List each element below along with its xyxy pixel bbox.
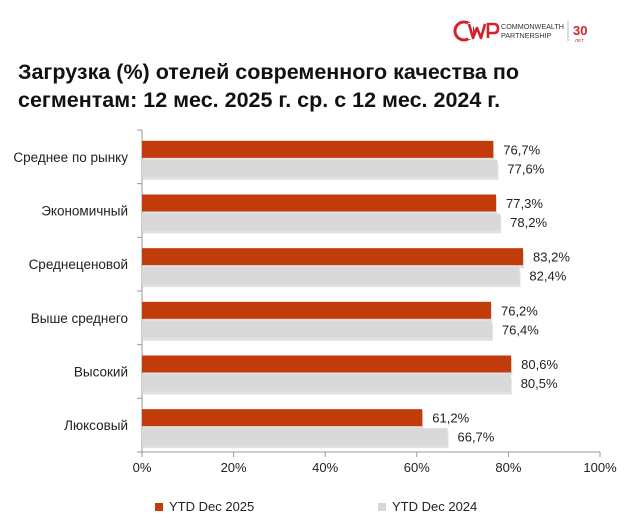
bar-shadow [143, 358, 513, 376]
bar-shadow [143, 162, 499, 180]
category-label: Люксовый [64, 418, 128, 433]
data-label: 76,7% [503, 142, 540, 157]
category-label: Выше среднего [31, 311, 128, 326]
bar-2024 [142, 213, 501, 231]
bar-shadow [143, 251, 525, 269]
x-tick-label: 20% [221, 460, 247, 475]
x-tick-label: 100% [583, 460, 617, 475]
data-label: 66,7% [457, 430, 494, 445]
chart-grid [137, 129, 601, 457]
legend-swatch-2025 [155, 502, 163, 511]
bar-2024 [142, 374, 511, 392]
brand-years: 30 [573, 23, 587, 38]
bar-shadow [143, 323, 493, 341]
x-tick-label: 0% [133, 460, 152, 475]
bar-2025 [142, 194, 497, 212]
chart-labels: 0% 20% 40% 60% 80% 100% Среднее по рынку 76,7% 7… [13, 142, 617, 475]
x-tick-label: 40% [312, 460, 338, 475]
bar-2024 [142, 428, 448, 446]
x-tick-label: 80% [495, 460, 521, 475]
bar-2025 [142, 140, 494, 158]
bar-shadow [143, 412, 424, 430]
bar-2025 [142, 355, 512, 373]
data-label: 77,6% [507, 161, 544, 176]
bar-shadow [143, 216, 502, 234]
data-label: 80,6% [521, 357, 558, 372]
brand-bottom: PARTNERSHIP [501, 31, 552, 40]
x-tick-label: 60% [404, 460, 430, 475]
category-label: Среднее по рынку [13, 150, 128, 165]
cwp-logo: COMMONWEALTH PARTNERSHIP 30 ЛЕТ [453, 20, 587, 43]
legend-item-2025: YTD Dec 2025 [155, 499, 254, 514]
bar-2024 [142, 320, 492, 338]
bar-shadow [143, 431, 449, 449]
brand-years-sub: ЛЕТ [575, 38, 584, 43]
cwp-logo-mark [453, 20, 500, 42]
bar-shadow [143, 143, 495, 161]
data-label: 76,4% [502, 322, 539, 337]
data-label: 78,2% [510, 215, 547, 230]
chart-title-line-1: Загрузка (%) отелей современного качеств… [18, 60, 519, 84]
chart-title: Загрузка (%) отелей современного качеств… [18, 58, 578, 114]
legend-swatch-2024 [378, 502, 386, 511]
bar-2024 [142, 159, 498, 177]
legend-label-2025: YTD Dec 2025 [169, 499, 255, 514]
category-label: Высокий [74, 365, 128, 380]
data-label: 83,2% [533, 250, 570, 265]
data-label: 82,4% [529, 269, 566, 284]
brand-top: COMMONWEALTH [501, 22, 564, 31]
bar-2024 [142, 267, 520, 285]
data-label: 80,5% [521, 376, 558, 391]
legend-label-2024: YTD Dec 2024 [392, 499, 478, 514]
chart-title-line-2: сегментам: 12 мес. 2025 г. ср. с 12 мес.… [18, 88, 501, 112]
bar-shadow [143, 304, 492, 322]
legend-item-2024: YTD Dec 2024 [378, 499, 477, 514]
bar-2025 [142, 248, 524, 266]
category-label: Экономичный [41, 204, 128, 219]
chart-bars [142, 140, 525, 449]
bar-shadow [143, 197, 498, 215]
bar-2025 [142, 409, 423, 427]
data-label: 77,3% [506, 196, 543, 211]
data-label: 76,2% [501, 303, 538, 318]
data-label: 61,2% [432, 411, 469, 426]
bar-2025 [142, 301, 491, 319]
category-label: Среднеценовой [29, 257, 128, 272]
bar-shadow [143, 270, 521, 288]
bar-shadow [143, 377, 512, 395]
